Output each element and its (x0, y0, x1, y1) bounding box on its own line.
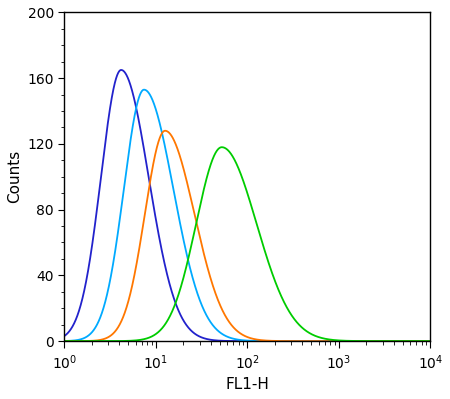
Y-axis label: Counts: Counts (7, 150, 22, 203)
X-axis label: FL1-H: FL1-H (225, 377, 270, 392)
